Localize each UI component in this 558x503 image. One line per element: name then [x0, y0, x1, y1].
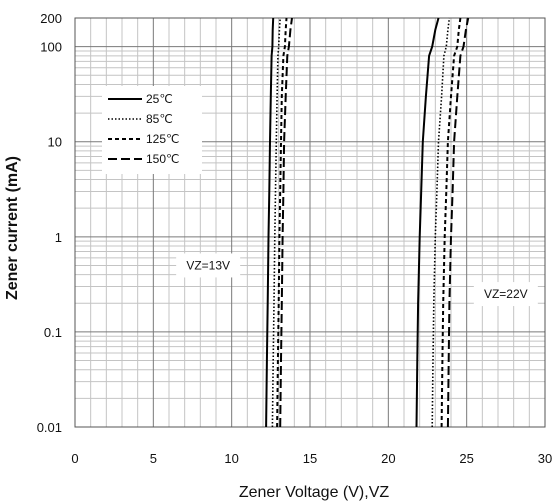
series-layer: [265, 17, 470, 428]
series-line: [276, 17, 288, 428]
major-grid: [75, 18, 545, 427]
legend-label: 25℃: [146, 92, 173, 106]
series-line: [415, 17, 440, 428]
legend-label: 150℃: [146, 152, 180, 166]
plot-frame: [74, 17, 546, 428]
x-tick-label: 30: [538, 451, 552, 466]
y-tick-label: 200: [40, 11, 62, 26]
x-tick-labels: 0 5 10 15 20 25 30: [71, 451, 552, 466]
x-tick-label: 5: [150, 451, 157, 466]
y-tick-label: 0.1: [44, 325, 62, 340]
y-tick-label: 0.01: [37, 420, 62, 435]
series-line: [440, 17, 462, 428]
y-tick-label: 10: [48, 135, 62, 150]
annotation-box: [176, 253, 241, 278]
series-line: [271, 17, 281, 428]
y-tick-labels: 0.01 0.1 1 10 100 200: [37, 11, 62, 435]
x-tick-label: 25: [459, 451, 473, 466]
legend-label: 85℃: [146, 112, 173, 126]
legend: 25℃ 85℃ 125℃ 150℃: [102, 86, 202, 174]
series-line: [279, 17, 293, 428]
legend-box: [102, 86, 202, 174]
x-tick-label: 20: [381, 451, 395, 466]
annotation-label: VZ=13V: [186, 258, 230, 272]
series-line: [265, 17, 275, 428]
y-tick-label: 100: [40, 40, 62, 55]
x-tick-label: 10: [224, 451, 238, 466]
annotation-box: [473, 282, 538, 307]
y-axis-title: Zener current (mA): [4, 156, 21, 300]
x-tick-label: 15: [303, 451, 317, 466]
x-axis-title: Zener Voltage (V),VZ: [239, 484, 390, 501]
annotation-label: VZ=22V: [484, 287, 528, 301]
legend-label: 125℃: [146, 132, 180, 146]
annotations: VZ=13V VZ=22V: [176, 253, 538, 307]
series-line: [431, 17, 451, 428]
y-tick-label: 1: [55, 230, 62, 245]
series-line: [446, 17, 470, 428]
x-tick-label: 0: [71, 451, 78, 466]
